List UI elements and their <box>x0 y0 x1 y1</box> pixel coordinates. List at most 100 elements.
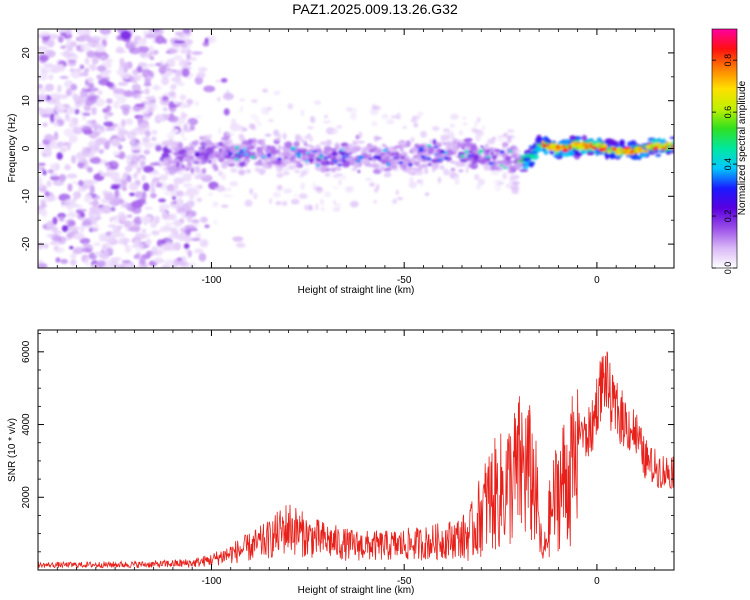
heatmap-cell <box>100 29 110 35</box>
heatmap-cell <box>112 226 121 233</box>
heatmap-cell <box>186 214 193 223</box>
heatmap-cell <box>254 161 264 166</box>
heatmap-cell <box>72 117 79 125</box>
heatmap-cell <box>72 232 85 240</box>
heatmap-cell <box>66 173 78 179</box>
heatmap-cell <box>418 146 424 151</box>
heatmap-cell <box>163 242 175 250</box>
heatmap-cell <box>121 179 128 187</box>
heatmap-cell <box>186 161 193 167</box>
heatmap-cell <box>198 174 208 178</box>
heatmap-cell <box>148 45 155 52</box>
heatmap-cell <box>334 166 342 172</box>
heatmap-cell <box>86 50 96 58</box>
heatmap-cell <box>130 144 139 148</box>
heatmap-blob-layer <box>38 29 674 268</box>
heatmap-cell <box>96 74 103 80</box>
heatmap-cell <box>301 140 308 144</box>
heatmap-cell <box>158 174 169 181</box>
heatmap-cell <box>42 169 47 176</box>
heatmap-cell <box>118 233 126 238</box>
heatmap-cell <box>115 50 127 54</box>
heatmap-cell <box>55 257 61 263</box>
heatmap-cell <box>50 117 55 124</box>
heatmap-cell <box>164 147 169 154</box>
heatmap-cell <box>182 137 187 141</box>
heatmap-cell <box>86 166 93 173</box>
heatmap-cell <box>477 159 487 164</box>
heatmap-cell <box>70 204 83 208</box>
heatmap-cell <box>556 147 562 151</box>
heatmap-cell <box>623 147 630 151</box>
heatmap-cell <box>103 141 110 150</box>
heatmap-cell <box>173 219 183 227</box>
heatmap-cell <box>82 112 91 116</box>
heatmap-cell <box>204 139 212 145</box>
heatmap-cell <box>371 120 378 127</box>
heatmap-cell <box>295 152 302 155</box>
heatmap-cell <box>366 153 372 159</box>
heatmap-cell <box>189 172 197 176</box>
heatmap-cell <box>608 146 612 151</box>
heatmap-cell <box>119 57 125 67</box>
heatmap-cell <box>424 192 430 197</box>
heatmap-cell <box>176 257 183 262</box>
heatmap-cell <box>410 149 416 154</box>
heatmap-cell <box>511 189 519 195</box>
heatmap-cell <box>528 162 535 168</box>
colorbar: 0.0 0.2 0.4 0.6 0.8 Normalized spectral ampl… <box>711 28 748 274</box>
heatmap-cell <box>305 144 313 148</box>
heatmap-cell <box>534 137 544 144</box>
heatmap-cell <box>410 118 418 123</box>
heatmap-x-axis-label: Height of straight line (km) <box>298 285 415 296</box>
heatmap-cell <box>310 152 316 157</box>
heatmap-cell <box>287 103 294 110</box>
heatmap-cell <box>132 90 144 94</box>
heatmap-cell <box>38 84 44 89</box>
heatmap-cell <box>356 140 366 144</box>
heatmap-cell <box>113 101 120 109</box>
heatmap-cell <box>75 209 83 214</box>
heatmap-cell <box>214 186 221 190</box>
heatmap-cell <box>170 166 180 173</box>
heatmap-cell <box>367 149 376 153</box>
heatmap-cell <box>149 50 158 56</box>
heatmap-cell <box>166 132 176 139</box>
heatmap-cell <box>132 69 139 76</box>
heatmap-cell <box>278 164 284 170</box>
heatmap-cell <box>576 143 581 148</box>
heatmap-cell <box>591 146 597 150</box>
heatmap-cell <box>81 247 92 253</box>
heatmap-cell <box>431 166 436 173</box>
heatmap-cell <box>410 136 415 143</box>
heatmap-cell <box>84 159 89 164</box>
heatmap-cell <box>189 158 198 163</box>
heatmap-cell <box>87 82 95 89</box>
heatmap-cell <box>595 152 600 156</box>
heatmap-cell <box>65 88 72 97</box>
heatmap-cell <box>180 212 186 218</box>
heatmap-cell <box>186 155 190 162</box>
heatmap-cells <box>38 29 674 268</box>
heatmap-cell <box>276 184 283 191</box>
heatmap-cell <box>80 34 92 42</box>
heatmap-cell <box>189 194 195 200</box>
heatmap-cell <box>155 144 162 152</box>
heatmap-cell <box>191 51 203 55</box>
heatmap-cell <box>164 222 175 226</box>
heatmap-cell <box>198 184 203 190</box>
heatmap-cell <box>38 46 42 51</box>
heatmap-cell <box>255 152 264 158</box>
heatmap-cell <box>281 146 287 150</box>
heatmap-cell <box>144 206 154 210</box>
heatmap-cell <box>562 148 569 153</box>
heatmap-cell <box>485 155 492 158</box>
heatmap-cell <box>352 140 358 145</box>
heatmap-cell <box>552 154 558 158</box>
heatmap-cell <box>290 198 300 205</box>
heatmap-cell <box>140 161 146 169</box>
heatmap-cell <box>217 141 225 147</box>
snr-y-ticks: 2000 4000 6000 <box>21 333 674 553</box>
heatmap-cell <box>51 226 59 234</box>
heatmap-cell <box>210 159 218 163</box>
